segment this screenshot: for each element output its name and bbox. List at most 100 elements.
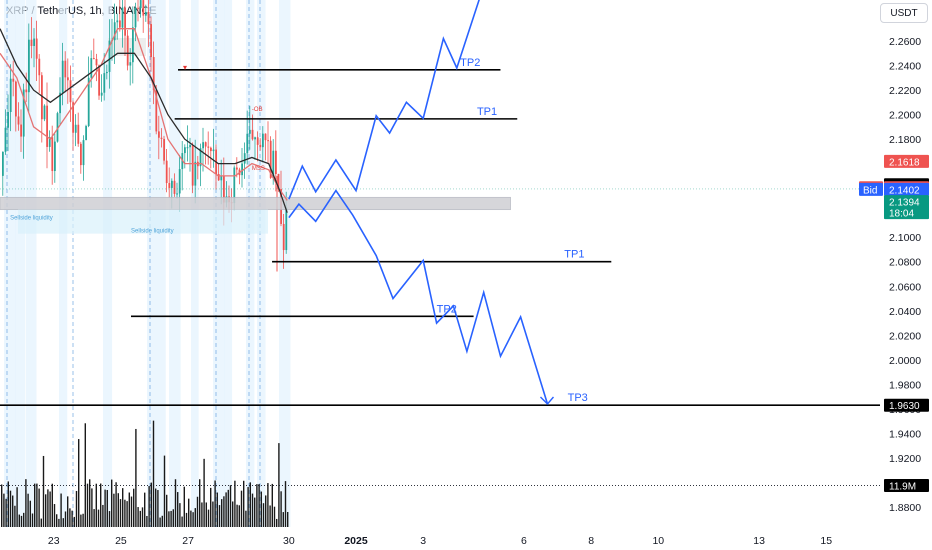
candle-body <box>184 147 186 154</box>
tag-volume-value: 11.9M <box>889 482 916 493</box>
candle-body <box>277 174 280 190</box>
y-tick-label: 2.0800 <box>889 257 921 269</box>
tag-bid-prefix-bg <box>859 182 883 196</box>
y-tick-label: 2.0200 <box>889 330 921 342</box>
level-marker <box>183 65 188 70</box>
candle-body <box>41 75 43 120</box>
x-tick-label: 3 <box>420 535 426 547</box>
volume-bar <box>93 509 95 527</box>
candle-body <box>38 58 41 76</box>
volume-bar <box>29 500 31 527</box>
volume-bar <box>190 510 192 527</box>
volume-bar <box>150 482 152 527</box>
volume-bar <box>75 490 78 527</box>
volume-bar <box>51 483 53 527</box>
x-tick-label: 13 <box>753 535 765 547</box>
volume-bar <box>183 486 185 527</box>
candle-body <box>259 144 262 148</box>
volume-bar <box>130 496 133 527</box>
volume-bar <box>5 498 7 527</box>
volume-bar <box>256 484 258 527</box>
volume-bar <box>20 515 23 527</box>
volume-bar <box>258 484 260 527</box>
zone-layer <box>0 196 511 234</box>
candle-body <box>121 7 124 28</box>
candle-body <box>35 38 38 59</box>
volume-bar <box>227 489 229 527</box>
volume-bar <box>163 455 166 527</box>
candle-body <box>119 20 121 28</box>
volume-bar <box>111 479 113 527</box>
candle-body <box>176 193 178 195</box>
volume-bar <box>104 489 106 527</box>
tag-bid-prefix: Bid <box>863 185 877 196</box>
moving-average-layer <box>0 28 288 213</box>
volume-bar <box>38 488 40 527</box>
candle-body <box>93 58 95 60</box>
tag-last-bg <box>884 195 929 220</box>
volume-bar <box>126 501 128 527</box>
ema-line <box>0 28 288 213</box>
volume-bar <box>3 493 5 527</box>
candle-body <box>108 40 111 72</box>
candle-body <box>7 112 9 128</box>
candle-body <box>28 39 30 93</box>
candle-body <box>67 77 69 81</box>
candle-body <box>54 141 56 172</box>
volume-bar <box>251 493 254 527</box>
volume-bar <box>168 511 170 527</box>
volume-bar <box>166 494 168 527</box>
sma-line <box>0 28 288 201</box>
candle-body <box>4 127 7 152</box>
candle-body <box>186 147 189 149</box>
candle-body <box>85 126 87 141</box>
volume-bar <box>82 513 84 527</box>
candle-body <box>15 81 17 117</box>
volume-bar <box>69 508 71 527</box>
volume-bar <box>133 488 135 527</box>
candle-body <box>217 174 220 181</box>
candle-body <box>33 38 35 46</box>
volume-bar <box>42 455 45 527</box>
candle-body <box>77 124 80 144</box>
candle-body <box>285 207 288 251</box>
candle-body <box>132 27 134 63</box>
candle-body <box>243 153 246 164</box>
volume-bar <box>18 514 20 527</box>
volume-bar <box>203 458 205 527</box>
projection-up <box>288 0 480 200</box>
tag-bid-bg <box>884 182 929 196</box>
volume-bar <box>113 493 115 527</box>
volume-bar <box>56 514 58 527</box>
candle-body <box>173 180 176 194</box>
level-layer: TP2 TP1 TP1 TP2 TP3 <box>0 57 880 407</box>
volume-bar <box>157 490 159 527</box>
x-tick-label: 23 <box>48 535 60 547</box>
volume-bar <box>249 482 251 527</box>
currency-unit-button[interactable]: USDT <box>880 3 928 23</box>
volume-bar <box>267 483 269 527</box>
tag-2.1618-value: 2.1618 <box>889 157 920 168</box>
volume-bar <box>100 483 102 527</box>
y-tick-label: 2.0400 <box>889 306 921 318</box>
volume-bar <box>174 479 177 527</box>
candle-body <box>139 0 142 9</box>
volume-bar <box>172 509 174 527</box>
volume-bar <box>262 503 265 527</box>
candle-body <box>106 71 108 74</box>
tag-tp3-value: 1.9630 <box>889 401 920 412</box>
volume-bar <box>146 515 148 527</box>
session-stripe <box>279 0 291 527</box>
level-label-TP1-up: TP1 <box>477 106 497 118</box>
volume-bar <box>229 485 232 527</box>
x-tick-label: 27 <box>182 535 194 547</box>
volume-bar <box>36 483 38 527</box>
y-tick-label: 2.0600 <box>889 281 921 293</box>
candle-body <box>189 145 191 148</box>
projection-arrowhead <box>539 396 555 406</box>
volume-bar <box>64 511 67 527</box>
volume-bar <box>287 511 289 527</box>
volume-bar <box>27 493 29 527</box>
x-tick-label: 10 <box>652 535 664 547</box>
